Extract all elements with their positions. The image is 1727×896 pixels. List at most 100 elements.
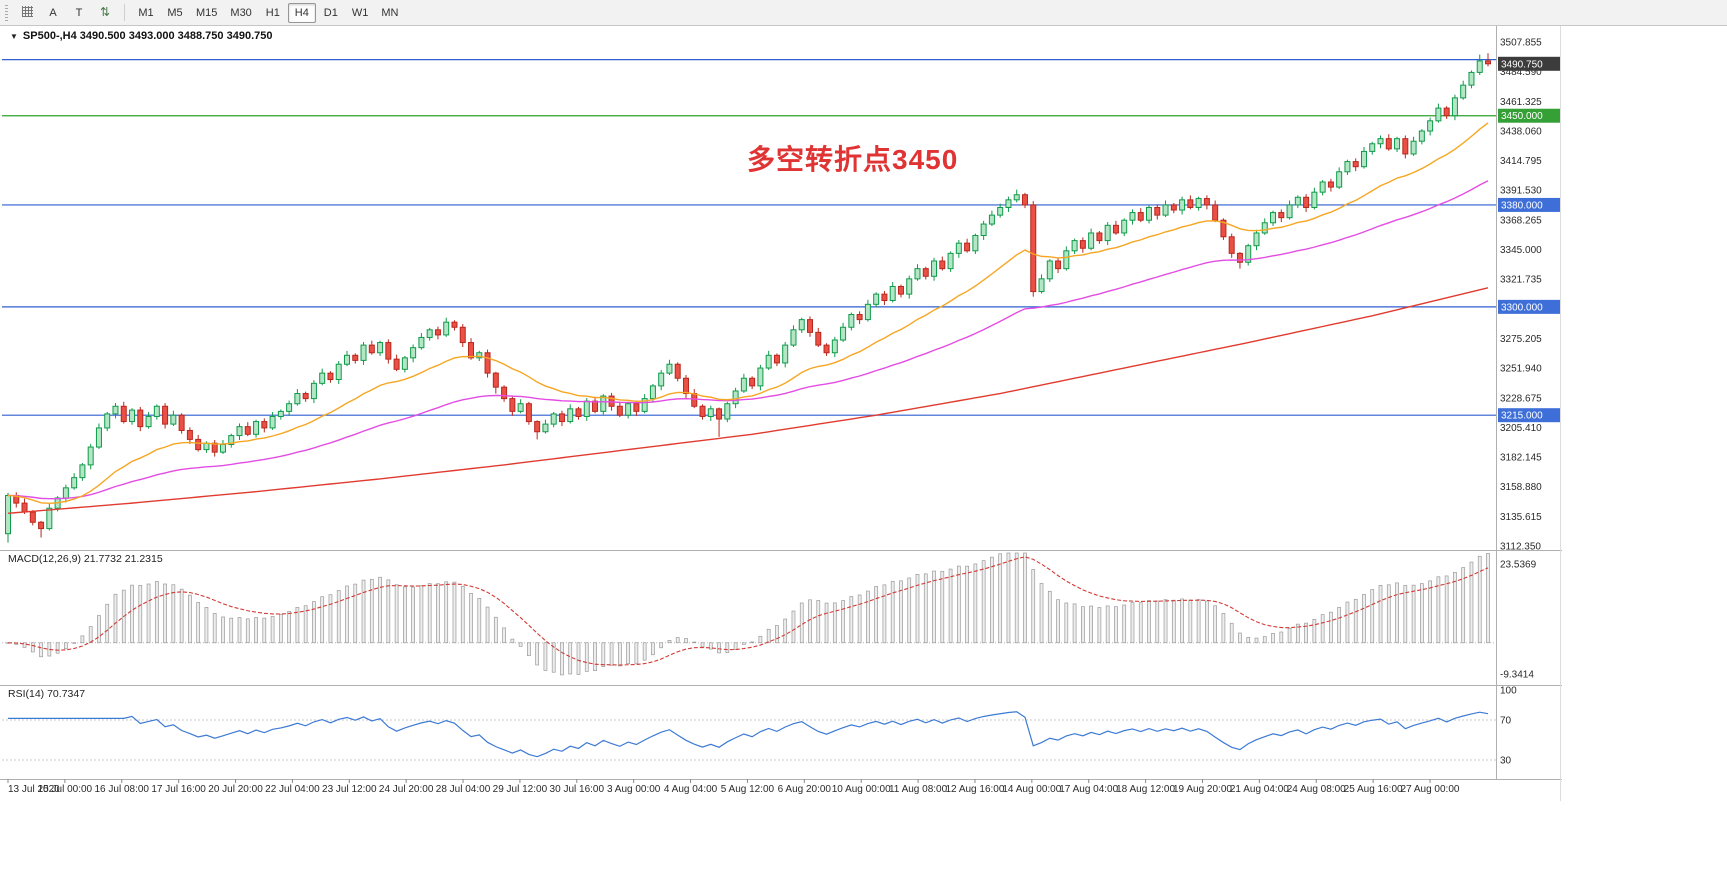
candle [46,507,53,530]
svg-text:-9.3414: -9.3414 [1500,670,1534,681]
macd-histogram-bar [427,583,432,644]
candle [682,377,689,395]
toolbar-grip[interactable] [5,4,8,21]
svg-text:17 Jul 16:00: 17 Jul 16:00 [151,784,206,795]
candle [583,400,590,417]
macd-histogram-bar [270,616,275,644]
candle [104,413,111,429]
price-scale[interactable]: 3507.855 3484.590 3461.325 3438.060 3414.795… [1498,38,1560,553]
macd-histogram-bar [1320,614,1325,644]
macd-histogram-bar [303,605,308,644]
rsi-label: RSI(14) 70.7347 [8,688,86,700]
candle [922,268,929,277]
candle [401,357,408,370]
candle [1038,278,1045,293]
svg-text:3135.615: 3135.615 [1500,512,1542,523]
price-label-box [1498,408,1560,423]
candle [112,405,119,415]
candle [988,214,995,225]
timeframe-button-h4[interactable]: H4 [287,2,316,23]
price-label-box [1498,108,1560,123]
candle [881,293,888,302]
svg-text:3300.000: 3300.000 [1501,302,1543,313]
panel-separators [0,26,1562,801]
macd-histogram-bar [188,594,192,644]
candle [1096,232,1103,242]
macd-histogram-bar [1428,580,1432,644]
macd-histogram-bar [353,583,358,644]
macd-histogram-bar [560,642,564,676]
arrow-tool-button[interactable]: A [41,3,65,23]
candle [897,285,904,295]
candle [1385,138,1392,150]
macd-histogram-bar [485,606,490,644]
candle [203,442,210,451]
candle [575,408,582,417]
candle [509,398,516,412]
one-click-trading-arrow-icon[interactable]: ▼ [10,31,18,41]
macd-histogram-bar [1014,552,1019,644]
candle [691,393,698,407]
symbol-ohlc-text: SP500-,H4 3490.500 3493.000 3488.750 349… [22,30,273,42]
candle [1402,138,1409,155]
candle [261,421,268,429]
hlines-layer[interactable] [2,59,1496,416]
svg-text:3112.350: 3112.350 [1500,542,1541,553]
macd-histogram-bar [1031,569,1036,644]
svg-text:16 Jul 08:00: 16 Jul 08:00 [95,784,150,795]
macd-histogram-bar [245,618,250,644]
chart-canvas[interactable]: 3507.855 3484.590 3461.325 3438.060 3414.795… [0,26,1562,896]
macd-histogram-bar [1056,599,1060,644]
timeframe-button-m5[interactable]: M5 [161,3,189,23]
macd-histogram-bar [138,584,143,644]
macd-histogram-bar [237,617,242,644]
svg-text:3275.205: 3275.205 [1500,334,1542,345]
svg-text:70: 70 [1500,716,1512,727]
macd-histogram-bar [1097,607,1102,644]
candle [219,444,226,453]
macd-histogram-bar [1205,600,1209,644]
macd-histogram-bar [80,635,85,644]
candle [1088,232,1095,249]
macd-histogram-bar [551,642,556,673]
timeframe-button-h1[interactable]: H1 [259,3,287,23]
candle [1021,194,1028,206]
timeframe-button-w1[interactable]: W1 [346,3,375,23]
candle [1179,199,1186,211]
macd-histogram-bar [940,570,945,644]
macd-histogram-bar [890,580,895,644]
timeframe-button-d1[interactable]: D1 [317,3,345,23]
svg-text:3205.410: 3205.410 [1500,423,1542,434]
macd-histogram-bar [915,573,920,644]
timeframe-button-m15[interactable]: M15 [190,3,223,23]
timeframe-button-m1[interactable]: M1 [132,3,160,23]
candle [137,409,144,428]
svg-text:22 Jul 04:00: 22 Jul 04:00 [265,784,320,795]
macd-histogram-bar [1155,600,1160,644]
candle [807,319,814,333]
toolbar-separator [124,4,125,21]
macd-histogram-bar [634,642,639,664]
svg-text:3414.795: 3414.795 [1500,156,1542,167]
text-tool-button[interactable]: T [67,3,91,23]
macd-histogram-bar [1221,613,1226,644]
svg-text:14 Aug 00:00: 14 Aug 00:00 [1002,784,1061,795]
candle [724,403,731,420]
grid-button[interactable] [15,3,39,23]
candle [1005,199,1012,208]
candle [1079,240,1086,249]
candle [120,405,127,423]
timeframe-button-mn[interactable]: MN [375,3,404,23]
annotation-text[interactable]: 多空转折点3450 [747,144,959,175]
candle [186,429,193,440]
macd-histogram-bar [990,556,994,644]
macd-histogram-bar [328,594,333,644]
svg-text:23.5369: 23.5369 [1500,560,1537,571]
candle [864,303,871,321]
chart-title: ▼ SP500-,H4 3490.500 3493.000 3488.750 3… [10,30,272,42]
timeframe-button-m30[interactable]: M30 [224,3,257,23]
cycle-charts-button[interactable]: ⇅ [93,3,117,23]
macd-histogram-bar [1081,606,1085,644]
macd-histogram-bar [1411,584,1416,644]
